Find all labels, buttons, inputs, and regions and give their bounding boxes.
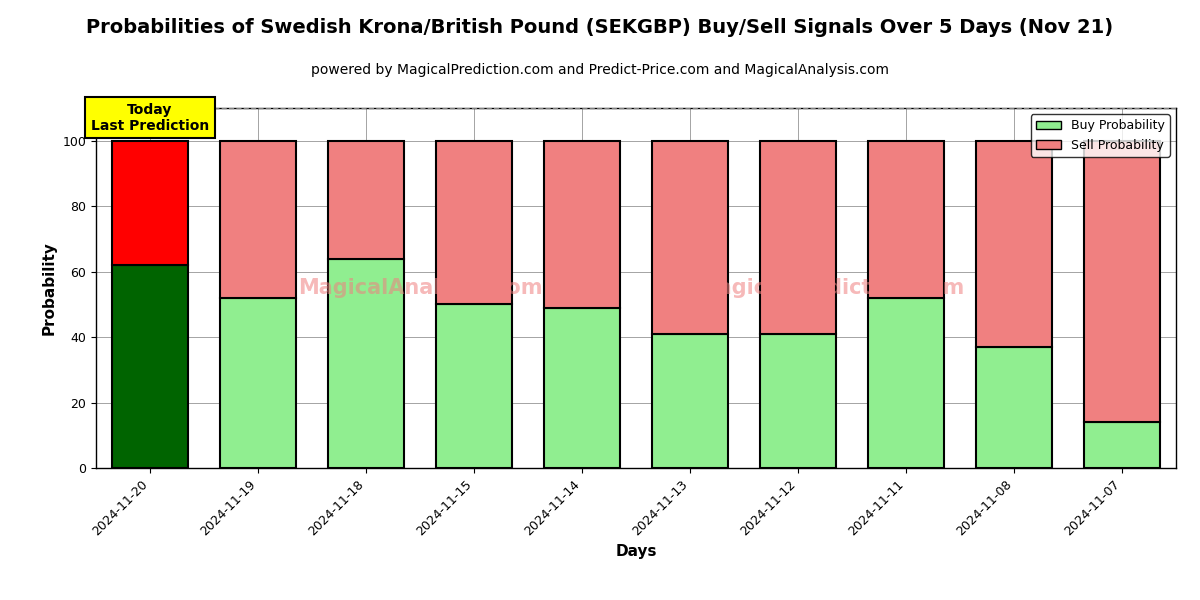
- Bar: [653, 334, 728, 468]
- Bar: [221, 298, 296, 468]
- Text: Probabilities of Swedish Krona/British Pound (SEKGBP) Buy/Sell Signals Over 5 Da: Probabilities of Swedish Krona/British P…: [86, 18, 1114, 37]
- Y-axis label: Probability: Probability: [42, 241, 56, 335]
- Bar: [977, 347, 1051, 468]
- Legend: Buy Probability, Sell Probability: Buy Probability, Sell Probability: [1031, 114, 1170, 157]
- Text: MagicalAnalysis.com: MagicalAnalysis.com: [298, 278, 542, 298]
- Bar: [437, 304, 511, 468]
- Bar: [869, 298, 944, 468]
- Bar: [545, 141, 619, 308]
- Text: Today
Last Prediction: Today Last Prediction: [91, 103, 209, 133]
- Bar: [329, 259, 403, 468]
- Bar: [221, 141, 296, 298]
- X-axis label: Days: Days: [616, 544, 656, 559]
- Bar: [545, 308, 619, 468]
- Bar: [761, 141, 836, 334]
- Bar: [761, 334, 836, 468]
- Bar: [329, 141, 403, 259]
- Bar: [437, 141, 511, 304]
- Bar: [869, 141, 944, 298]
- Bar: [113, 141, 188, 265]
- Bar: [1085, 422, 1159, 468]
- Bar: [1085, 141, 1159, 422]
- Bar: [977, 141, 1051, 347]
- Text: MagicalPrediction.com: MagicalPrediction.com: [697, 278, 964, 298]
- Bar: [113, 265, 188, 468]
- Text: powered by MagicalPrediction.com and Predict-Price.com and MagicalAnalysis.com: powered by MagicalPrediction.com and Pre…: [311, 63, 889, 77]
- Bar: [653, 141, 728, 334]
